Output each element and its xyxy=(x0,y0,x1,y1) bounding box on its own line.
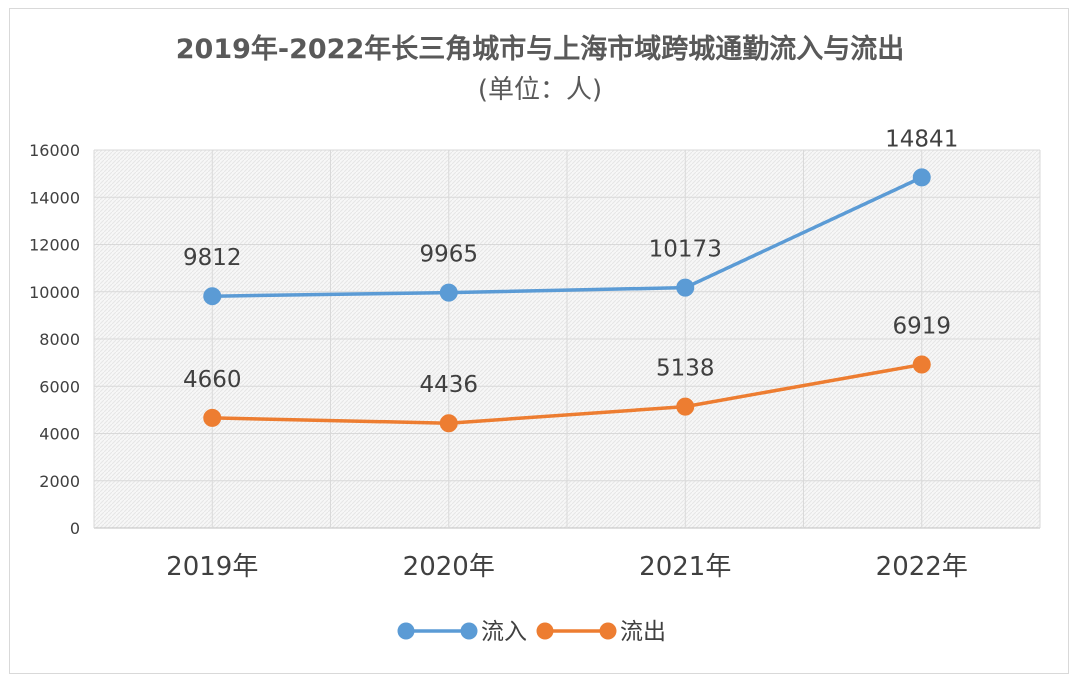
legend-label: 流出 xyxy=(620,619,666,645)
y-tick-label: 14000 xyxy=(29,188,80,207)
y-tick-label: 8000 xyxy=(39,330,80,349)
data-point xyxy=(203,408,222,427)
data-point xyxy=(203,287,222,306)
data-label: 10173 xyxy=(649,237,722,263)
data-point xyxy=(439,414,458,433)
legend-marker xyxy=(397,622,415,640)
data-point xyxy=(676,278,695,297)
data-label: 4436 xyxy=(419,372,478,398)
y-tick-label: 0 xyxy=(70,519,80,538)
chart-title: 2019年-2022年长三角城市与上海市域跨城通勤流入与流出 xyxy=(176,33,905,65)
y-tick-label: 16000 xyxy=(29,141,80,160)
data-point xyxy=(439,283,458,302)
data-label: 14841 xyxy=(885,126,958,152)
x-tick-label: 2021年 xyxy=(639,552,731,582)
data-label: 4660 xyxy=(183,367,242,393)
x-tick-label: 2020年 xyxy=(403,552,495,582)
series-line-2 xyxy=(212,362,923,425)
y-tick-label: 2000 xyxy=(39,472,80,491)
legend-marker xyxy=(599,622,617,640)
x-tick-label: 2022年 xyxy=(876,552,968,582)
legend-marker xyxy=(536,622,554,640)
data-point xyxy=(912,355,931,374)
legend-label: 流入 xyxy=(481,619,527,645)
y-tick-label: 10000 xyxy=(29,283,80,302)
data-point xyxy=(912,168,931,187)
y-tick-label: 6000 xyxy=(39,377,80,396)
legend-marker xyxy=(460,622,478,640)
y-tick-label: 4000 xyxy=(39,425,80,444)
data-label: 5138 xyxy=(656,356,715,382)
x-tick-label: 2019年 xyxy=(166,552,258,582)
chart-subtitle: (单位：人) xyxy=(478,75,602,105)
y-tick-label: 12000 xyxy=(29,236,80,255)
data-label: 9812 xyxy=(183,245,242,271)
series-line-1 xyxy=(212,175,923,298)
data-label: 9965 xyxy=(419,242,478,268)
data-label: 6919 xyxy=(892,314,951,340)
data-point xyxy=(676,397,695,416)
